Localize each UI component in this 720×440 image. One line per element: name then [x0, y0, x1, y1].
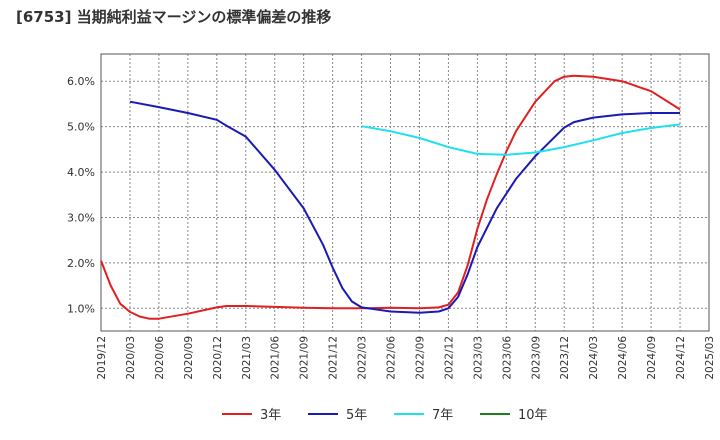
- x-tick-label: 2020/12: [212, 336, 224, 380]
- y-axis: 1.0% 2.0% 3.0% 4.0% 5.0% 6.0%: [67, 75, 95, 315]
- x-tick-label: 2023/06: [501, 336, 513, 380]
- legend-item: 5年: [308, 408, 367, 423]
- x-tick-label: 2023/09: [530, 336, 542, 380]
- x-tick-label: 2023/03: [472, 336, 484, 380]
- y-tick-label: 5.0%: [67, 121, 95, 134]
- x-tick-label: 2021/12: [328, 336, 340, 380]
- series-line-3年: [100, 74, 681, 320]
- x-tick-label: 2020/09: [183, 336, 195, 380]
- x-tick-label: 2025/03: [704, 336, 716, 380]
- x-tick-label: 2022/03: [357, 336, 369, 380]
- y-tick-label: 6.0%: [67, 75, 95, 88]
- x-tick-label: 2023/12: [559, 336, 571, 380]
- y-tick-label: 4.0%: [67, 166, 95, 179]
- series-lines: [100, 74, 681, 320]
- x-tick-label: 2021/09: [299, 336, 311, 380]
- y-tick-label: 2.0%: [67, 257, 95, 270]
- x-tick-label: 2022/12: [443, 336, 455, 380]
- legend-item: 10年: [480, 408, 548, 423]
- series-line-7年: [361, 123, 681, 156]
- grid: [100, 54, 710, 331]
- legend-item: 3年: [222, 408, 281, 423]
- legend-label: 7年: [432, 408, 453, 423]
- page-title: [6753] 当期純利益マージンの標準偏差の推移: [16, 8, 332, 26]
- x-tick-label: 2020/06: [154, 336, 166, 380]
- x-tick-label: 2021/03: [241, 336, 253, 380]
- y-tick-label: 1.0%: [67, 302, 95, 315]
- x-axis: 2019/12 2020/03 2020/06 2020/09 2020/12 2021/…: [96, 336, 716, 380]
- x-tick-label: 2022/09: [414, 336, 426, 380]
- x-tick-label: 2022/06: [386, 336, 398, 380]
- legend-item: 7年: [394, 408, 453, 423]
- x-tick-label: 2024/06: [617, 336, 629, 380]
- legend-label: 10年: [518, 408, 548, 423]
- x-tick-label: 2024/12: [675, 336, 687, 380]
- legend-label: 3年: [260, 408, 281, 423]
- legend: 3年 5年 7年 10年: [222, 408, 548, 423]
- x-tick-label: 2019/12: [96, 336, 108, 380]
- legend-label: 5年: [346, 408, 367, 423]
- x-tick-label: 2024/09: [646, 336, 658, 380]
- x-tick-label: 2020/03: [125, 336, 137, 380]
- series-line-5年: [129, 100, 680, 314]
- x-tick-label: 2021/06: [270, 336, 282, 380]
- plot-frame: [100, 53, 710, 332]
- x-tick-label: 2024/03: [588, 336, 600, 380]
- y-tick-label: 3.0%: [67, 211, 95, 224]
